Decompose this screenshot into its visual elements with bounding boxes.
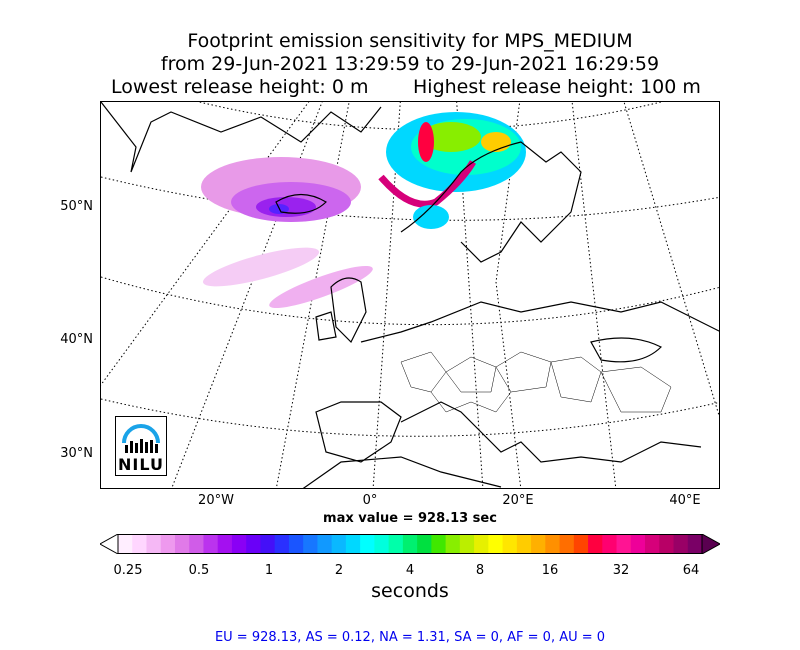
graticule-lat-40 <box>101 276 719 326</box>
colorbar-segment <box>645 534 660 554</box>
colorbar-tick-label: 2 <box>334 563 344 578</box>
plot-title-line-2: from 29-Jun-2021 13:29:59 to 29-Jun-2021… <box>160 53 660 75</box>
colorbar-segment <box>531 534 546 554</box>
colorbar-segment <box>502 534 518 554</box>
colorbar-extend-max <box>701 534 720 554</box>
colorbar-tick-label: 0.5 <box>188 563 210 578</box>
map-panel <box>100 101 720 489</box>
plume-faint-south-2 <box>269 265 373 309</box>
colorbar-segment <box>317 534 333 554</box>
colorbar-tick-label: 16 <box>541 563 559 578</box>
colorbar-label: seconds <box>371 580 449 602</box>
colorbar-outline <box>117 534 703 554</box>
colorbar-segment <box>203 534 219 554</box>
colorbar-segment <box>659 534 675 554</box>
lon-label-0: 0° <box>362 493 378 508</box>
plot-title-line-1: Footprint emission sensitivity for MPS_M… <box>187 30 633 52</box>
colorbar-segment <box>146 534 162 554</box>
lon-label-20e: 20°E <box>502 493 534 508</box>
colorbar-tick-label: 1 <box>264 563 274 578</box>
coast-europe-main <box>360 301 719 343</box>
nilu-logo-text: NILU <box>118 455 164 474</box>
lat-label-30n: 30°N <box>60 446 93 461</box>
colorbar-segment <box>687 534 703 554</box>
colorbar-segment <box>118 534 133 554</box>
colorbar-segment <box>231 534 247 554</box>
colorbar-tick-label: 32 <box>612 563 630 578</box>
coast-mediterranean <box>400 401 702 463</box>
coast-iceland <box>275 193 327 214</box>
colorbar-tick-label: 64 <box>682 563 700 578</box>
colorbar-segment <box>132 534 147 554</box>
graticule-lat-30 <box>101 398 719 437</box>
colorbar-segment <box>288 534 304 554</box>
map-canvas <box>101 102 719 488</box>
plume-south-tip <box>413 205 449 229</box>
colorbar-segment <box>459 534 475 554</box>
colorbar-segment <box>431 534 447 554</box>
colorbar-segment <box>673 534 689 554</box>
colorbar-segment <box>260 534 276 554</box>
colorbar-extend-min <box>100 534 119 554</box>
colorbar-segment <box>545 534 561 554</box>
plume-north-east <box>481 132 511 152</box>
plume-north-inner <box>421 122 481 152</box>
nilu-logo-graphic <box>122 424 160 453</box>
colorbar-tick-label: 0.25 <box>113 563 143 578</box>
graticule-lon-30e <box>571 102 617 488</box>
colorbar-segment <box>588 534 603 554</box>
coastlines <box>101 102 719 488</box>
colorbar-segment <box>274 534 290 554</box>
coast-greenland <box>101 102 382 173</box>
graticule-lon-40e <box>623 102 719 418</box>
colorbar-segment <box>573 534 589 554</box>
lat-label-50n: 50°N <box>60 199 93 214</box>
colorbar-segment <box>417 534 432 554</box>
graticule-lat-50 <box>101 176 719 221</box>
nilu-logo: NILU <box>115 416 167 476</box>
colorbar-segment <box>602 534 618 554</box>
region-totals: EU = 928.13, AS = 0.12, NA = 1.31, SA = … <box>214 630 606 645</box>
coast-iberia <box>315 401 402 463</box>
plume-north-core <box>418 122 434 162</box>
colorbar-segment <box>630 534 646 554</box>
lon-label-40e: 40°E <box>669 493 701 508</box>
colorbar-segment <box>488 534 504 554</box>
coast-british-isles <box>315 277 367 344</box>
colorbar-segment <box>160 534 176 554</box>
highest-release-height: Highest release height: 100 m <box>413 76 701 98</box>
colorbar-segment <box>374 534 390 554</box>
colorbar-segment <box>445 534 461 554</box>
max-value-label: max value = 928.13 sec <box>323 511 497 526</box>
plume-faint-south <box>202 247 320 287</box>
colorbar <box>100 534 720 554</box>
colorbar-segment <box>189 534 204 554</box>
colorbar-segment <box>388 534 404 554</box>
country-borders <box>400 351 672 413</box>
colorbar-tick-label: 4 <box>405 563 415 578</box>
colorbar-segment <box>345 534 361 554</box>
lowest-release-height: Lowest release height: 0 m <box>111 76 369 98</box>
colorbar-segment <box>360 534 375 554</box>
lat-label-40n: 40°N <box>60 332 93 347</box>
lon-label-20w: 20°W <box>198 493 234 508</box>
colorbar-segment <box>174 534 190 554</box>
colorbar-segment <box>246 534 261 554</box>
coast-black-sea <box>590 337 663 363</box>
colorbar-segment <box>616 534 632 554</box>
colorbar-segment <box>217 534 233 554</box>
colorbar-segment <box>559 534 575 554</box>
colorbar-segment <box>474 534 489 554</box>
colorbar-segment <box>331 534 347 554</box>
colorbar-segment <box>303 534 318 554</box>
colorbar-segment <box>402 534 418 554</box>
colorbar-segment <box>516 534 532 554</box>
coast-africa <box>302 456 502 488</box>
colorbar-tick-label: 8 <box>475 563 485 578</box>
footprint-plume <box>201 112 526 309</box>
coast-scandinavia <box>400 141 582 263</box>
